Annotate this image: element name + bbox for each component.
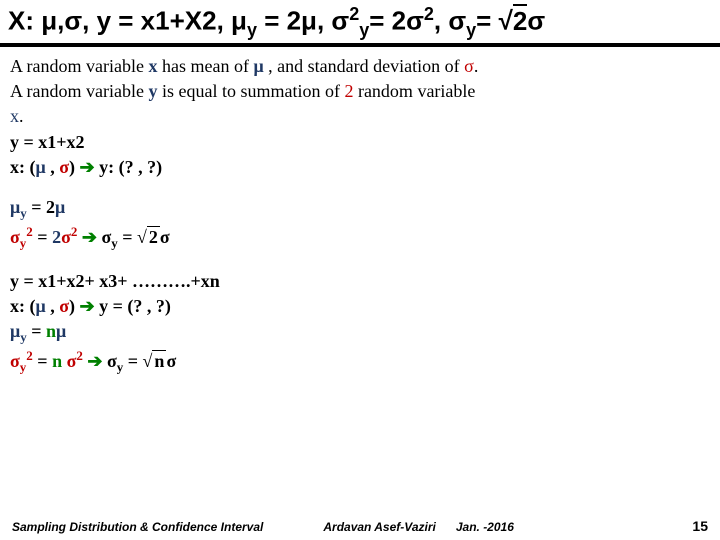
text-line-6: μy = 2μ (10, 195, 710, 222)
text-line-4: y = x1+x2 (10, 130, 710, 154)
arrow-icon: ➔ (87, 351, 102, 371)
footer-page-number: 15 (692, 518, 708, 534)
sqrt-icon: n (143, 349, 167, 373)
text-line-7: σy2 = 2σ2 ➔ σy = 2σ (10, 223, 710, 252)
arrow-icon: ➔ (82, 227, 97, 247)
footer-date: Jan. -2016 (456, 520, 514, 534)
text-line-1: A random variable x has mean of μ , and … (10, 54, 710, 78)
text-line-2: A random variable y is equal to summatio… (10, 79, 710, 103)
text-line-3: x. (10, 104, 710, 128)
arrow-icon: ➔ (80, 157, 95, 177)
arrow-icon: ➔ (80, 296, 95, 316)
text-line-8: y = x1+x2+ x3+ ……….+xn (10, 269, 710, 293)
footer-topic: Sampling Distribution & Confidence Inter… (12, 520, 263, 534)
slide-title: X: μ,σ, y = x1+X2, μy = 2μ, σ2y= 2σ2, σy… (0, 0, 720, 47)
sqrt-icon: 2 (137, 225, 160, 249)
text-line-9: x: (μ , σ) ➔ y = (? , ?) (10, 294, 710, 318)
slide-footer: Sampling Distribution & Confidence Inter… (0, 518, 720, 534)
footer-author: Ardavan Asef-Vaziri (323, 520, 435, 534)
text-line-11: σy2 = n σ2 ➔ σy = nσ (10, 347, 710, 376)
text-line-10: μy = nμ (10, 319, 710, 346)
text-line-5: x: (μ , σ) ➔ y: (? , ?) (10, 155, 710, 179)
slide-body: A random variable x has mean of μ , and … (0, 47, 720, 377)
